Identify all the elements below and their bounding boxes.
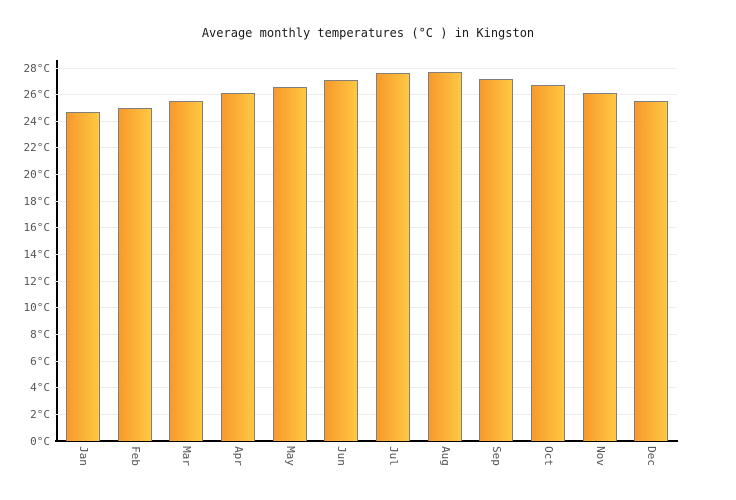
gridline-8 xyxy=(54,333,677,335)
y-tick-label-10: 10°C xyxy=(23,301,51,315)
x-tick-label-nov: Nov xyxy=(593,446,607,466)
y-tick-label-8: 8°C xyxy=(30,327,50,341)
y-tick-label-2: 2°C xyxy=(30,407,50,421)
y-tick-label-22: 22°C xyxy=(23,141,51,155)
gridline-26 xyxy=(54,94,677,96)
plot-area xyxy=(54,67,677,441)
y-tick-label-18: 18°C xyxy=(23,194,51,208)
gridline-4 xyxy=(54,387,677,389)
bar-oct xyxy=(530,85,565,441)
bar-mar xyxy=(169,101,204,441)
bar-sep xyxy=(479,79,514,441)
gridline-6 xyxy=(54,360,677,362)
x-tick-label-jan: Jan xyxy=(76,446,90,466)
y-tick-label-28: 28°C xyxy=(23,61,51,75)
x-tick-label-jun: Jun xyxy=(335,446,349,466)
bar-dec xyxy=(634,101,669,441)
x-tick-label-aug: Aug xyxy=(438,446,452,466)
x-tick-label-dec: Dec xyxy=(645,446,659,466)
x-tick-label-mar: Mar xyxy=(180,446,194,466)
gridline-12 xyxy=(54,280,677,282)
bar-may xyxy=(272,87,307,441)
bar-nov xyxy=(582,93,617,441)
x-tick-label-feb: Feb xyxy=(128,446,142,466)
gridline-18 xyxy=(54,200,677,202)
x-tick-label-oct: Oct xyxy=(541,446,555,466)
x-tick-label-may: May xyxy=(283,446,297,466)
bar-feb xyxy=(117,108,152,441)
gridline-20 xyxy=(54,174,677,176)
gridline-24 xyxy=(54,120,677,122)
y-tick-label-14: 14°C xyxy=(23,248,51,261)
bar-apr xyxy=(220,93,255,441)
bar-jun xyxy=(324,80,359,441)
x-axis-line xyxy=(55,440,678,442)
x-tick-label-jul: Jul xyxy=(386,446,400,466)
y-axis-line xyxy=(56,60,58,441)
gridline-14 xyxy=(54,254,677,255)
y-tick-label-26: 26°C xyxy=(23,88,51,102)
y-tick-label-4: 4°C xyxy=(30,381,50,395)
y-tick-label-6: 6°C xyxy=(30,354,50,368)
y-tick-label-0: 0°C xyxy=(30,434,50,448)
y-tick-label-16: 16°C xyxy=(23,221,51,235)
x-tick-label-apr: Apr xyxy=(231,446,245,466)
gridline-2 xyxy=(54,413,677,415)
gridline-10 xyxy=(54,307,677,309)
y-tick-label-12: 12°C xyxy=(23,274,51,288)
bar-jul xyxy=(375,73,410,441)
bar-aug xyxy=(427,72,462,441)
gridline-22 xyxy=(54,147,677,149)
chart-title: Average monthly temperatures (°C ) in Ki… xyxy=(201,26,535,40)
y-tick-label-24: 24°C xyxy=(23,114,51,128)
bar-jan xyxy=(65,112,100,441)
y-tick-label-20: 20°C xyxy=(23,168,51,182)
x-tick-label-sep: Sep xyxy=(490,446,504,466)
gridline-28 xyxy=(54,67,677,69)
gridline-16 xyxy=(54,227,677,229)
